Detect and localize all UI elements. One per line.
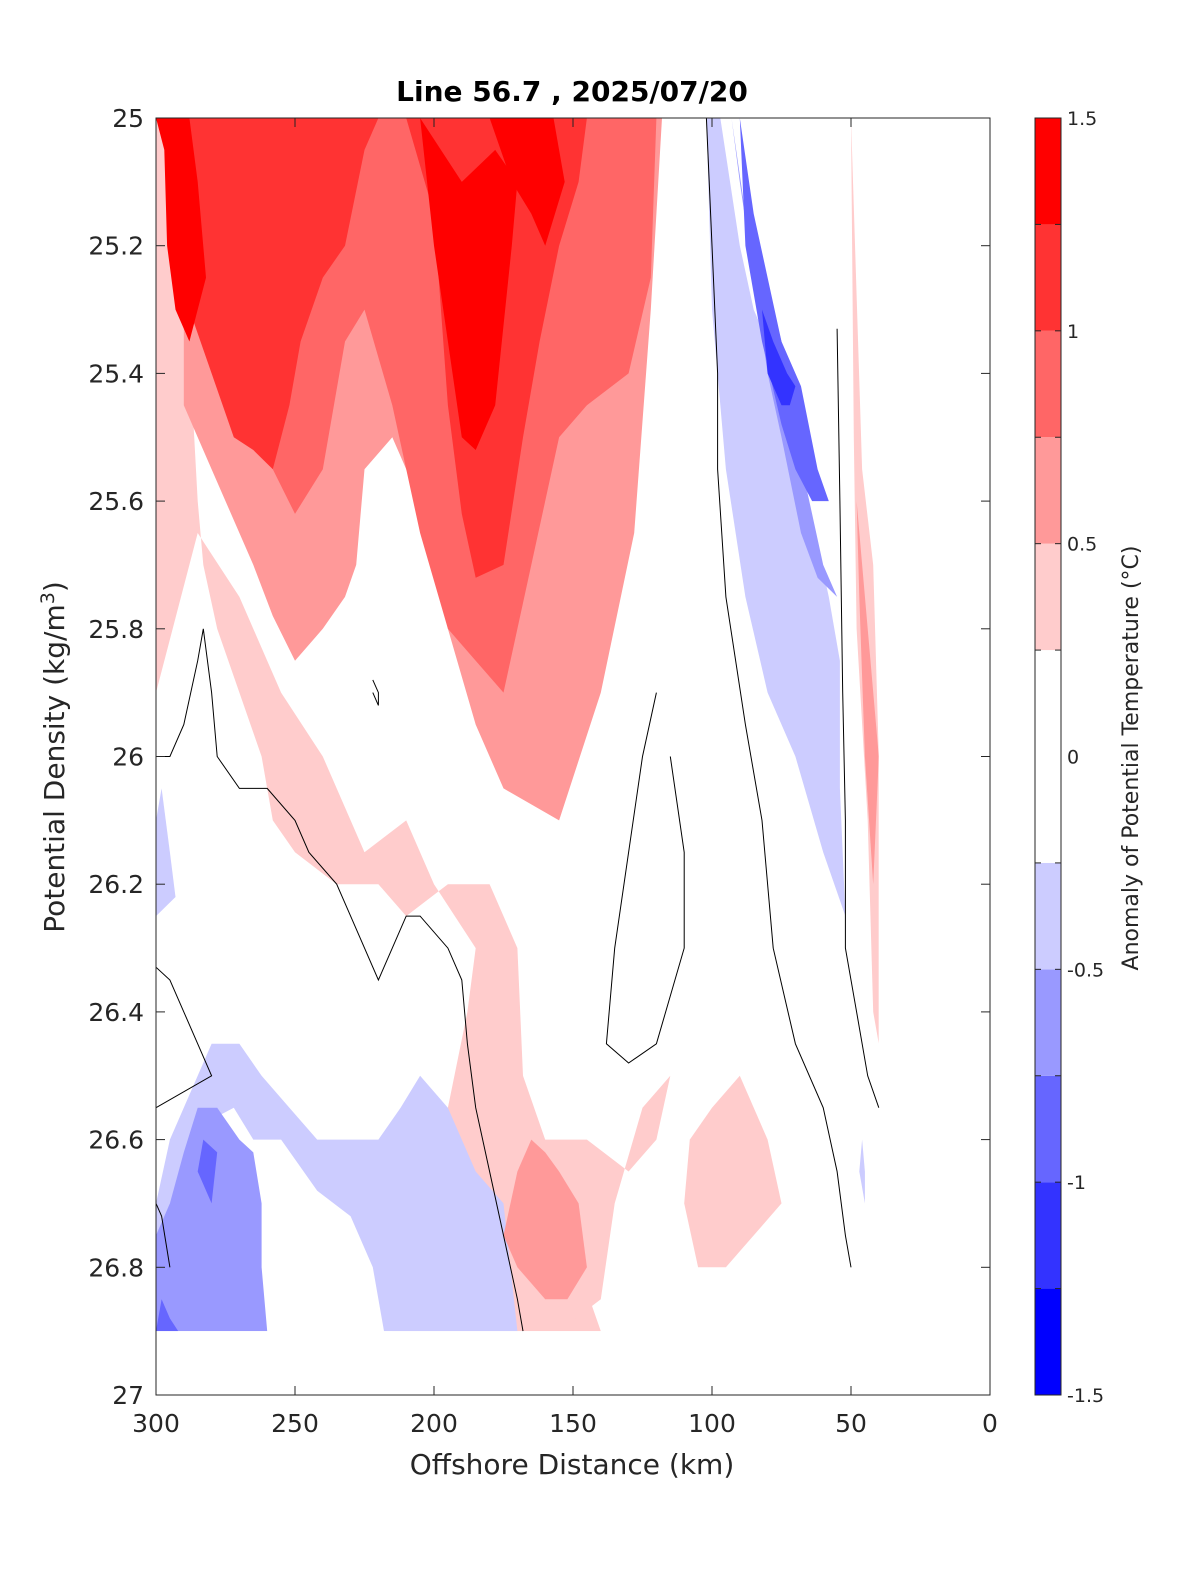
contour-region-15 (156, 1107, 268, 1332)
x-axis: 300 250 200 150 100 50 0 (132, 118, 998, 1438)
y-tick-label: 26.6 (88, 1126, 144, 1155)
y-axis-title-main: Potential Density (kg/m (38, 604, 71, 933)
x-tick-label: 200 (410, 1409, 458, 1438)
colorbar-tick-label: -1 (1067, 1172, 1086, 1194)
y-tick-label: 26.2 (88, 870, 144, 899)
colorbar-band (1035, 1182, 1061, 1289)
contour-region-8 (489, 118, 565, 246)
colorbar-title: Anomaly of Potential Temperature (°C) (1119, 546, 1144, 971)
y-tick-label: 26 (112, 743, 144, 772)
x-tick-label: 150 (549, 1409, 597, 1438)
colorbar-band (1035, 118, 1061, 225)
plot-area: 300 250 200 150 100 50 0 2525.225.425.625.8262… (88, 104, 998, 1438)
no-data-nearshore (878, 118, 990, 1395)
contour-region-7 (420, 118, 518, 450)
no-data-bottom (156, 1331, 990, 1395)
contour-region-21 (684, 1075, 782, 1268)
y-tick-label: 25.2 (88, 232, 144, 261)
y-tick-label: 25 (112, 104, 144, 133)
y-tick-label: 25.4 (88, 359, 144, 388)
contour-region-14 (156, 1043, 518, 1332)
contour-region-9 (706, 118, 846, 917)
y-axis-title-close: ) (38, 581, 71, 592)
colorbar-band (1035, 437, 1061, 544)
x-tick-label: 100 (688, 1409, 736, 1438)
y-axis-title: Potential Density (kg/m3) (37, 581, 71, 933)
colorbar-band (1035, 969, 1061, 1076)
colorbar-band (1035, 224, 1061, 331)
y-axis: 25 25.2 25.4 25.6 25.8 26 26.2 26.4 26.6 26.8 27 (88, 104, 990, 1410)
contour-line-4 (605, 692, 685, 1064)
contour-region-11 (739, 118, 829, 502)
x-tick-label: 50 (835, 1409, 867, 1438)
colorbar-tick-label: -0.5 (1067, 959, 1104, 981)
x-tick-label: 250 (271, 1409, 319, 1438)
colorbar-band (1035, 330, 1061, 438)
contour-region-6 (156, 118, 206, 342)
contour-region-23 (859, 1139, 865, 1204)
y-tick-label: 26.4 (88, 998, 144, 1027)
colorbar-frame (1034, 117, 1062, 1396)
y-tick-label: 26.8 (88, 1253, 144, 1282)
colorbar-band (1035, 1075, 1061, 1183)
y-tick-label: 25.8 (88, 615, 144, 644)
chart-title: Line 56.7 , 2025/07/20 (396, 75, 748, 108)
contour-region-0 (156, 118, 601, 1332)
colorbar-tick-label: 0 (1067, 747, 1079, 769)
y-axis-title-superscript: 3 (37, 592, 59, 604)
y-tick-label: 27 (112, 1381, 144, 1410)
contour-region-17 (197, 1139, 218, 1204)
contour-region-16 (156, 1299, 179, 1332)
contour-lines (156, 118, 880, 1332)
x-tick-label: 0 (982, 1409, 998, 1438)
contour-region-22 (503, 1139, 587, 1300)
y-tick-label: 25.6 (88, 487, 144, 516)
contour-region-19 (856, 501, 879, 885)
colorbar-band (1035, 650, 1061, 863)
contour-line-1 (156, 628, 524, 1332)
contour-region-4 (183, 118, 379, 470)
colorbar-tick-label: 0.5 (1067, 534, 1097, 556)
contour-line-0 (705, 118, 852, 1268)
x-tick-label: 300 (132, 1409, 180, 1438)
colorbar-tick-label: 1.5 (1067, 108, 1097, 130)
colorbar-tick-label: 1 (1067, 321, 1079, 343)
contour-line-6 (372, 679, 379, 706)
colorbar-tick-label: -1.5 (1067, 1385, 1104, 1407)
x-axis-title: Offshore Distance (km) (410, 1448, 735, 1481)
filled-contours (156, 118, 990, 1395)
colorbar-band (1035, 543, 1061, 651)
colorbar-band (1035, 1288, 1061, 1395)
colorbar-band (1035, 862, 1061, 970)
colorbar: 1.5 1 0.5 0 -0.5 -1 -1.5 (1034, 108, 1104, 1407)
contour-line-5 (836, 328, 880, 1108)
contour-line-2 (156, 966, 213, 1109)
contour-line-3 (156, 1203, 171, 1268)
contour-region-12 (762, 309, 796, 406)
